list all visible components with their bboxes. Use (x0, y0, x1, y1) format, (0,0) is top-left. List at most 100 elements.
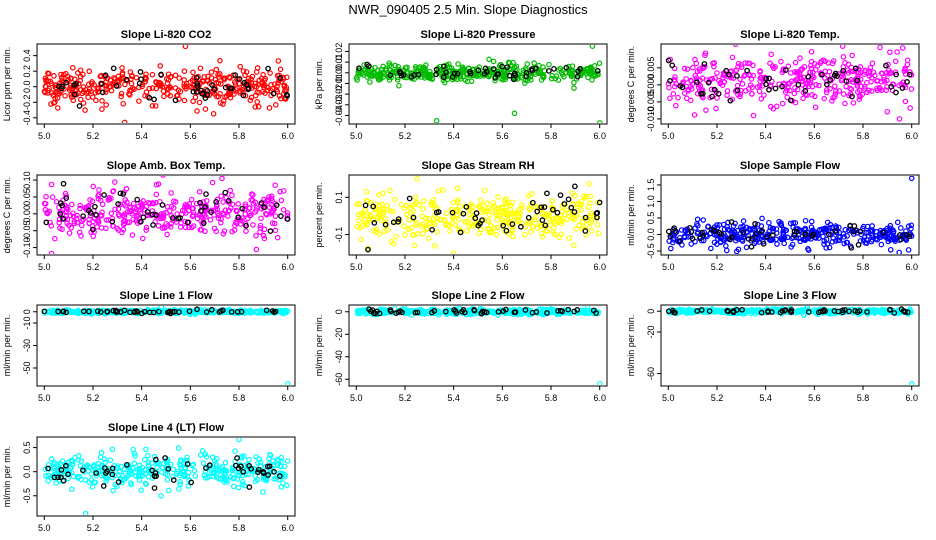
data-point-reference (193, 74, 200, 81)
data-point-outlier (596, 380, 603, 385)
data-point (382, 216, 389, 222)
chart-title: Slope Amb. Box Temp. (107, 160, 226, 172)
data-point-reference (159, 202, 166, 208)
data-point-reference (565, 196, 572, 203)
data-point (362, 66, 369, 72)
data-point (58, 71, 64, 78)
data-point (257, 222, 264, 229)
data-point (711, 239, 718, 246)
data-point (580, 193, 587, 199)
data-point (529, 223, 536, 230)
data-point (160, 176, 166, 178)
data-point (682, 308, 689, 315)
data-point (867, 64, 874, 71)
data-point-reference (45, 465, 51, 472)
data-point (894, 219, 901, 226)
data-point (45, 477, 51, 484)
data-point (112, 206, 118, 213)
y-tick-label: -20 (334, 328, 344, 341)
data-point-reference (891, 310, 898, 316)
data-point (486, 56, 492, 63)
data-point (510, 59, 516, 66)
data-point (172, 199, 179, 205)
data-point (174, 92, 181, 99)
data-point (68, 76, 74, 82)
data-point-reference (787, 97, 794, 104)
data-point (140, 235, 146, 242)
x-tick-label: 5.4 (135, 262, 148, 272)
y-tick-label: -40 (334, 350, 344, 363)
data-point (435, 188, 442, 194)
data-point (354, 310, 361, 317)
data-point (68, 91, 74, 98)
data-point (595, 230, 602, 237)
data-point (209, 179, 216, 186)
data-point-reference (265, 472, 271, 478)
data-point (499, 217, 506, 224)
data-point (215, 215, 222, 221)
data-point-reference (203, 191, 209, 197)
data-point (182, 224, 189, 231)
data-point-reference (906, 233, 913, 240)
data-point (757, 75, 764, 81)
data-point-reference (284, 216, 291, 222)
data-point (164, 80, 171, 87)
data-point (820, 225, 827, 232)
data-point-reference (706, 308, 713, 314)
x-tick-label: 5.8 (233, 131, 246, 141)
data-point (713, 232, 720, 239)
data-point (829, 60, 836, 67)
chart-title: Slope Sample Flow (740, 160, 841, 172)
data-point (56, 219, 63, 226)
data-point-reference (582, 214, 589, 221)
data-point-reference (759, 227, 765, 234)
data-point-reference (134, 309, 141, 315)
data-point-reference (58, 474, 64, 481)
data-point (881, 78, 888, 85)
data-point-reference (71, 91, 78, 98)
x-tick-label: 5.4 (759, 131, 772, 141)
data-point (696, 66, 703, 72)
data-point-reference (901, 308, 908, 315)
data-point (232, 222, 238, 229)
data-point (821, 241, 827, 247)
data-point-reference (760, 240, 767, 247)
data-point (551, 218, 557, 225)
data-point-reference (71, 82, 78, 88)
data-point-reference (255, 469, 261, 476)
x-tick-label: 6.0 (593, 393, 606, 403)
data-point (720, 72, 727, 79)
x-tick-label: 5.4 (447, 262, 460, 272)
data-point (203, 198, 210, 204)
x-tick-label: 5.0 (38, 262, 51, 272)
data-point-reference (744, 67, 750, 74)
data-point (48, 80, 55, 87)
data-point (780, 67, 787, 74)
data-point (450, 199, 457, 206)
data-point (738, 64, 745, 71)
data-point (509, 199, 516, 206)
data-point (276, 93, 283, 99)
data-point-reference (749, 235, 756, 242)
data-point-reference (689, 235, 696, 242)
data-point (903, 237, 910, 243)
data-point (166, 208, 173, 214)
data-point-reference (93, 211, 99, 218)
data-point-reference (137, 218, 144, 225)
data-point (234, 85, 240, 92)
data-point-reference (228, 309, 235, 315)
data-point (425, 73, 431, 79)
data-point (258, 75, 265, 82)
chart-panel-5: Slope Gas Stream RH percent per min. 5.0 5.… (314, 160, 608, 272)
data-point (688, 241, 695, 247)
data-point (68, 486, 75, 493)
data-point (259, 88, 266, 95)
data-point (103, 225, 109, 232)
data-point-reference (467, 70, 474, 77)
data-point-reference (745, 236, 752, 242)
data-point (48, 223, 54, 229)
data-point (564, 216, 570, 223)
data-point-reference (146, 309, 153, 316)
data-point (203, 454, 210, 460)
data-points (41, 306, 291, 385)
